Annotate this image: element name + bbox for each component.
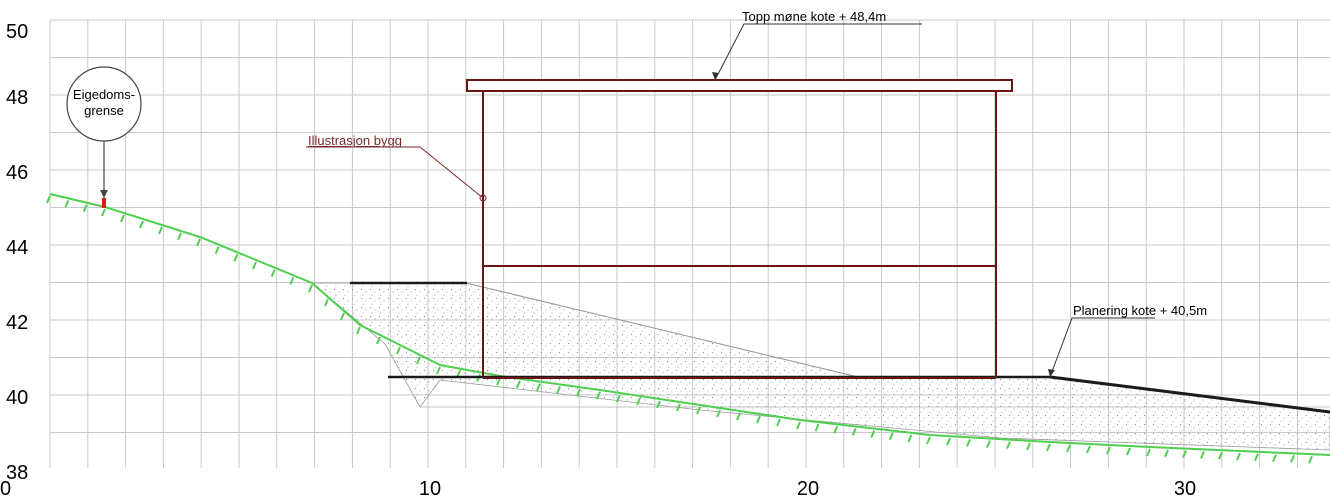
terrain-hatch-tick: [616, 394, 621, 403]
x-tick-label: 10: [419, 478, 441, 496]
y-tick-label: 48: [6, 87, 28, 109]
terrain-hatch-tick: [1254, 453, 1259, 462]
x-axis-ticks: 0 10 20 30: [0, 478, 1196, 496]
terrain-hatch-tick: [1164, 449, 1169, 458]
terrain-hatch-tick: [436, 366, 441, 375]
x-tick-label: 20: [797, 478, 819, 496]
x-tick-label: 0: [0, 478, 11, 496]
terrain-hatch-tick: [1218, 451, 1223, 460]
terrain-hatch-tick: [516, 380, 521, 389]
terrain-hatch-tick: [1046, 443, 1051, 452]
terrain-hatch-tick: [656, 400, 661, 409]
terrain-hatch-tick: [888, 432, 894, 441]
terrain-hatch-tick: [986, 440, 991, 448]
y-tick-label: 42: [6, 312, 28, 334]
terrain-hatch-tick: [233, 253, 239, 262]
terrain-hatch-tick: [796, 421, 801, 430]
terrain-hatch-tick: [289, 276, 295, 285]
terrain-hatch-tick: [356, 326, 361, 335]
y-tick-label: 38: [6, 462, 28, 484]
terrain-hatch-tick: [851, 428, 857, 436]
terrain-hatch-tick: [101, 208, 106, 217]
terrain-hatch-tick: [308, 284, 313, 293]
terrain-hatch-tick: [120, 214, 125, 223]
terrain-hatch-tick: [324, 298, 329, 307]
terrain-hatch-tick: [340, 312, 345, 321]
terrain-hatch-tick: [416, 356, 421, 365]
y-tick-label: 44: [6, 237, 28, 259]
terrain-hatch-tick: [966, 438, 971, 447]
property-line-label-bottom: grense: [84, 103, 124, 118]
leader-lines: [306, 23, 1155, 378]
terrain-hatch-tick: [82, 204, 88, 213]
terrain-hatch-tick: [496, 377, 501, 386]
terrain-hatch-tick: [536, 383, 541, 391]
grading-level-label: Planering kote + 40,5m: [1073, 303, 1207, 318]
terrain-hatch-tick: [926, 436, 931, 445]
terrain-hatch-tick: [576, 388, 581, 397]
terrain-hatch-tick: [64, 199, 70, 208]
terrain-hatch-tick: [252, 261, 257, 270]
terrain-hatch-tick: [556, 386, 561, 394]
terrain-hatch-tick: [1272, 454, 1277, 462]
building-outline: [466, 79, 1013, 379]
terrain-hatch-tick: [46, 195, 51, 204]
terrain-hatch-tick: [870, 430, 876, 438]
terrain-hatch-tick: [1006, 441, 1011, 450]
roof-slab: [466, 79, 1013, 92]
terrain-hatch-tick: [1200, 451, 1205, 459]
x-tick-label: 30: [1174, 478, 1196, 496]
terrain-hatch-tick: [1126, 447, 1131, 456]
building-illustration-label: Illustrasjon bygg: [308, 133, 402, 148]
terrain-hatch-tick: [833, 425, 839, 434]
terrain-hatch-tick: [1290, 455, 1295, 463]
terrain-hatch-tick: [696, 406, 701, 415]
terrain-hatch-tick: [270, 269, 276, 278]
terrain-hatch-tick: [396, 346, 401, 355]
terrain-hatch-tick: [907, 434, 913, 443]
terrain-hatch-tick: [158, 226, 163, 235]
terrain-hatch-tick: [1026, 442, 1031, 451]
terrain-hatch-tick: [736, 412, 741, 421]
y-tick-label: 50: [6, 21, 28, 43]
terrain-hatch-tick: [177, 232, 182, 241]
terrain-hatch-tick: [1236, 452, 1241, 461]
y-axis-ticks: 50 48 46 44 42 40 38: [6, 21, 28, 484]
terrain-hatch-tick: [946, 437, 951, 446]
terrain-hatch-tick: [214, 246, 220, 255]
terrain-hatch-tick: [1182, 450, 1187, 458]
terrain-hatch-tick: [1308, 455, 1313, 464]
property-line-label-top: Eigedoms-: [73, 87, 135, 102]
terrain-hatch-tick: [1086, 445, 1091, 454]
terrain-hatch-tick: [1106, 446, 1111, 455]
y-tick-label: 46: [6, 162, 28, 184]
terrain-hatch-tick: [636, 397, 641, 406]
terrain-hatch-tick: [1066, 444, 1071, 453]
terrain-hatch-tick: [596, 391, 601, 400]
terrain-hatch-tick: [1146, 448, 1151, 457]
terrain-hatch-tick: [139, 220, 144, 229]
terrain-hatch-tick: [776, 418, 781, 427]
terrain-hatch-tick: [196, 238, 201, 247]
terrain-hatch-marks: [46, 195, 1313, 464]
property-line-marker: [66, 66, 142, 208]
terrain-hatch-tick: [814, 423, 820, 432]
roof-level-label: Topp møne kote + 48,4m: [742, 9, 886, 24]
y-tick-label: 40: [6, 387, 28, 409]
terrain-hatch-tick: [756, 415, 761, 424]
terrain-hatch-tick: [376, 336, 381, 345]
terrain-hatch-tick: [676, 403, 681, 412]
terrain-hatch-tick: [716, 409, 721, 418]
